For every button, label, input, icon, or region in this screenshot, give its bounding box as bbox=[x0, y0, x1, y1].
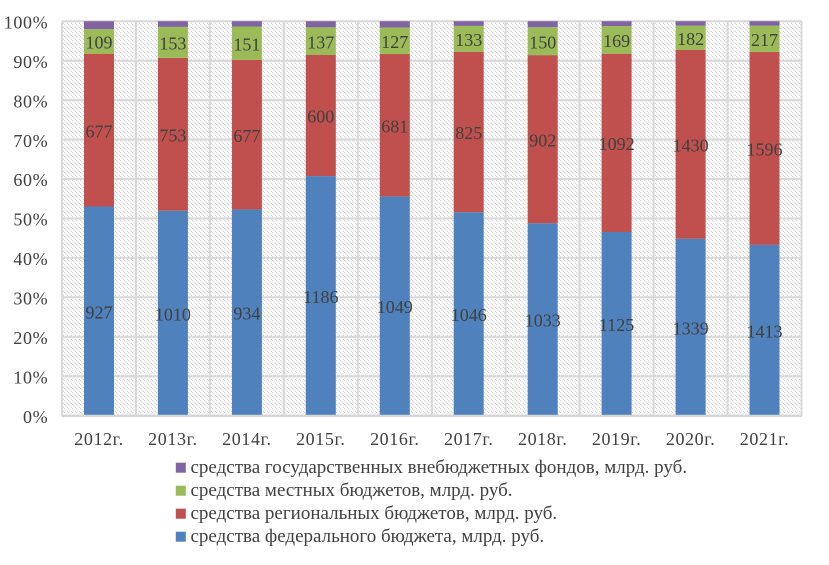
svg-text:1049: 1049 bbox=[377, 297, 413, 317]
svg-text:средства федерального бюджета,: средства федерального бюджета, млрд. руб… bbox=[191, 526, 545, 547]
svg-text:40%: 40% bbox=[13, 249, 48, 269]
svg-text:600: 600 bbox=[307, 107, 334, 127]
svg-text:133: 133 bbox=[455, 30, 482, 50]
svg-text:1046: 1046 bbox=[451, 305, 487, 325]
svg-text:90%: 90% bbox=[13, 52, 48, 72]
svg-text:681: 681 bbox=[381, 116, 408, 136]
svg-text:151: 151 bbox=[233, 34, 260, 54]
svg-text:2019г.: 2019г. bbox=[592, 429, 641, 449]
svg-text:80%: 80% bbox=[13, 91, 48, 111]
svg-text:2016г.: 2016г. bbox=[370, 429, 419, 449]
svg-text:2020г.: 2020г. bbox=[666, 429, 715, 449]
svg-text:20%: 20% bbox=[13, 328, 48, 348]
svg-text:1339: 1339 bbox=[673, 318, 709, 338]
svg-text:1596: 1596 bbox=[747, 140, 783, 160]
svg-text:1186: 1186 bbox=[303, 287, 338, 307]
svg-text:217: 217 bbox=[751, 30, 778, 50]
svg-text:средства региональных бюджетов: средства региональных бюджетов, млрд. ру… bbox=[191, 503, 558, 524]
svg-text:109: 109 bbox=[86, 33, 113, 53]
svg-text:169: 169 bbox=[603, 31, 630, 51]
svg-text:153: 153 bbox=[159, 34, 186, 54]
svg-text:677: 677 bbox=[86, 121, 113, 141]
svg-text:2012г.: 2012г. bbox=[74, 429, 123, 449]
svg-text:средства государственных внебю: средства государственных внебюджетных фо… bbox=[191, 457, 688, 478]
svg-text:0%: 0% bbox=[23, 407, 48, 427]
svg-text:2017г.: 2017г. bbox=[444, 429, 493, 449]
svg-text:127: 127 bbox=[381, 32, 408, 52]
svg-text:825: 825 bbox=[455, 123, 482, 143]
svg-text:2021г.: 2021г. bbox=[740, 429, 789, 449]
svg-text:10%: 10% bbox=[13, 367, 48, 387]
svg-text:средства местных бюджетов, млр: средства местных бюджетов, млрд. руб. bbox=[191, 480, 513, 501]
svg-text:30%: 30% bbox=[13, 289, 48, 309]
svg-text:2015г.: 2015г. bbox=[296, 429, 345, 449]
svg-text:753: 753 bbox=[159, 126, 186, 146]
svg-text:2013г.: 2013г. bbox=[148, 429, 197, 449]
svg-text:927: 927 bbox=[86, 302, 113, 322]
svg-text:934: 934 bbox=[233, 304, 260, 324]
svg-text:1092: 1092 bbox=[599, 134, 635, 154]
svg-text:1413: 1413 bbox=[747, 322, 783, 342]
svg-text:1430: 1430 bbox=[673, 135, 709, 155]
svg-text:150: 150 bbox=[529, 32, 556, 52]
svg-text:100%: 100% bbox=[4, 12, 48, 32]
svg-text:1125: 1125 bbox=[599, 315, 634, 335]
svg-text:1010: 1010 bbox=[155, 304, 191, 324]
svg-text:1033: 1033 bbox=[525, 311, 561, 331]
svg-text:2014г.: 2014г. bbox=[222, 429, 271, 449]
svg-text:902: 902 bbox=[529, 130, 556, 150]
svg-text:182: 182 bbox=[677, 29, 704, 49]
svg-text:137: 137 bbox=[307, 32, 334, 52]
svg-text:70%: 70% bbox=[13, 131, 48, 151]
svg-text:2018г.: 2018г. bbox=[518, 429, 567, 449]
svg-text:60%: 60% bbox=[13, 170, 48, 190]
svg-text:677: 677 bbox=[233, 126, 260, 146]
svg-text:50%: 50% bbox=[13, 210, 48, 230]
